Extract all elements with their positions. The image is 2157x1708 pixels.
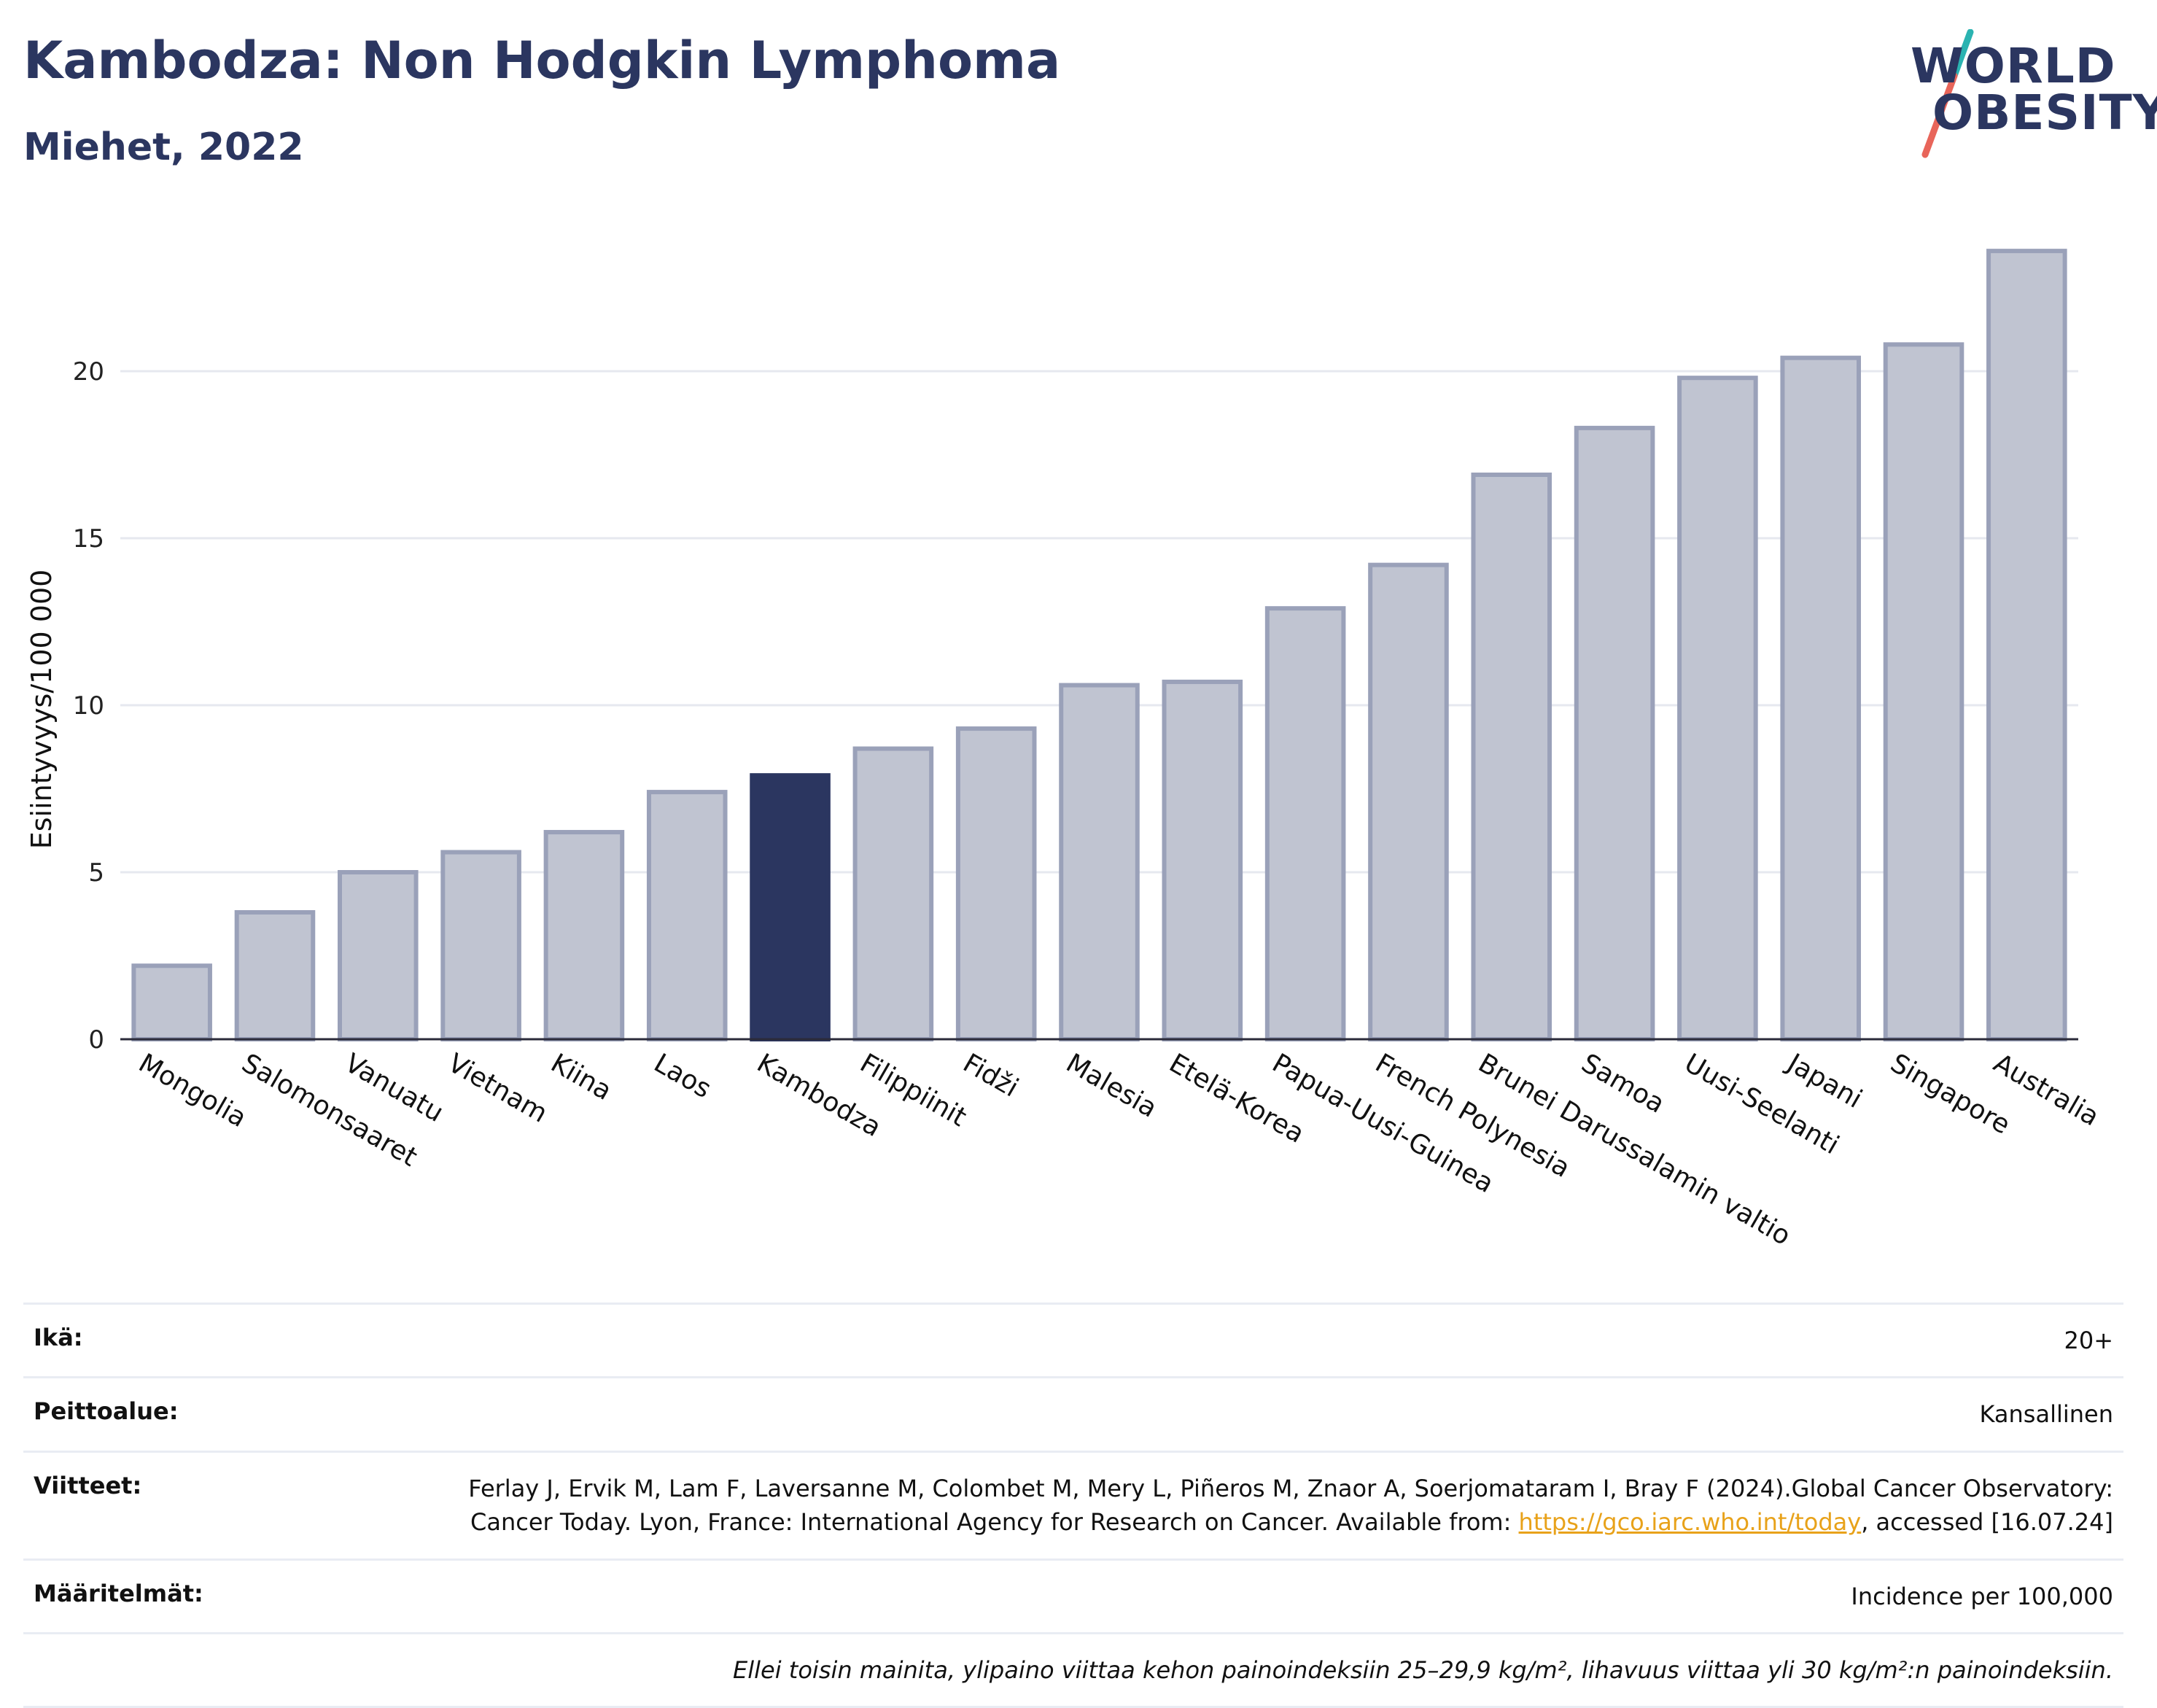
- bar-laos: [646, 790, 728, 1042]
- bar-kambodza: [750, 773, 831, 1041]
- info-value: Kansallinen: [1979, 1400, 2113, 1429]
- bar-salomonsaaret: [234, 909, 316, 1042]
- info-key: Ikä:: [34, 1324, 83, 1351]
- bar-japani: [1780, 355, 1861, 1041]
- bar-vietnam: [440, 850, 521, 1042]
- info-row-coverage: Peittoalue: Kansallinen: [23, 1376, 2123, 1450]
- info-row-note: Ellei toisin mainita, ylipaino viittaa k…: [23, 1631, 2123, 1708]
- bar-brunei-darussalamin-valtio: [1471, 472, 1552, 1042]
- bar-mongolia: [131, 963, 212, 1041]
- info-row-age: Ikä: 20+: [23, 1303, 2123, 1376]
- bar-vanuatu: [338, 870, 419, 1041]
- bar-malesia: [1059, 683, 1140, 1042]
- info-value: Incidence per 100,000: [1851, 1582, 2113, 1610]
- bar-australia: [1986, 249, 2067, 1042]
- x-tick-label: Laos: [649, 1048, 716, 1104]
- bar-etel-korea: [1162, 679, 1243, 1041]
- chart-title: Kambodza: Non Hodgkin Lymphoma: [23, 31, 1061, 90]
- x-tick-label: Japani: [1781, 1047, 1867, 1114]
- reference-link[interactable]: https://gco.iarc.who.int/today: [1518, 1508, 1862, 1537]
- x-tick-label: Mongolia: [133, 1048, 252, 1133]
- info-key: Peittoalue:: [34, 1397, 179, 1426]
- logo-text-obesity: OBESITY: [1932, 85, 2157, 141]
- logo-slash-icon: [1921, 29, 1974, 158]
- y-tick-label: 0: [88, 1025, 104, 1055]
- info-key: Viitteet:: [34, 1471, 142, 1499]
- info-row-definitions: Määritelmät: Incidence per 100,000: [23, 1558, 2123, 1632]
- x-tick-label: Salomonsaaret: [236, 1048, 421, 1173]
- y-axis-label: Esiintyvyys/100 000: [26, 570, 58, 850]
- x-tick-label: Fidži: [958, 1048, 1024, 1103]
- bar-chart: 0 5 10 15 20 MongoliaSalomonsaaretVanuatuVie…: [26, 249, 2104, 1251]
- y-tick-label: 20: [73, 357, 104, 387]
- logo-text-world: WORLD: [1911, 38, 2116, 94]
- bar-papua-uusi-guinea: [1264, 606, 1346, 1041]
- y-axis-ticks: 0 5 10 15 20: [73, 357, 104, 1055]
- bar-kiina: [543, 830, 625, 1041]
- y-tick-label: 10: [73, 691, 104, 721]
- reference-text: Ferlay J, Ervik M, Lam F, Laversanne M, …: [468, 1474, 2113, 1537]
- reference-text-end: , accessed [16.07.24]: [1861, 1508, 2113, 1537]
- info-key: Määritelmät:: [34, 1579, 203, 1607]
- bar-fid-i: [955, 726, 1037, 1041]
- bar-singapore: [1883, 342, 1964, 1042]
- bar-uusi-seelanti: [1677, 376, 1758, 1042]
- y-tick-label: 5: [88, 858, 104, 888]
- y-tick-label: 15: [73, 524, 104, 554]
- bar-french-polynesia: [1368, 562, 1449, 1041]
- info-table: Ikä: 20+ Peittoalue: Kansallinen Viittee…: [23, 1303, 2123, 1708]
- info-value: Ferlay J, Ervik M, Lam F, Laversanne M, …: [436, 1472, 2113, 1540]
- x-tick-label: Malesia: [1061, 1048, 1162, 1124]
- x-tick-label: Kiina: [545, 1048, 616, 1106]
- x-axis-labels: MongoliaSalomonsaaretVanuatuVietnamKiina…: [133, 1047, 2104, 1251]
- info-row-references: Viitteet: Ferlay J, Ervik M, Lam F, Lave…: [23, 1450, 2123, 1558]
- bar-filippiinit: [852, 746, 934, 1041]
- chart-subtitle: Miehet, 2022: [23, 125, 304, 169]
- bar-samoa: [1574, 425, 1655, 1041]
- x-tick-label: Vietnam: [443, 1048, 552, 1129]
- bars: [120, 249, 2078, 1042]
- footnote: Ellei toisin mainita, ylipaino viittaa k…: [733, 1655, 2113, 1684]
- world-obesity-logo: WORLD OBESITY: [1903, 29, 2157, 160]
- info-value: 20+: [2064, 1327, 2113, 1354]
